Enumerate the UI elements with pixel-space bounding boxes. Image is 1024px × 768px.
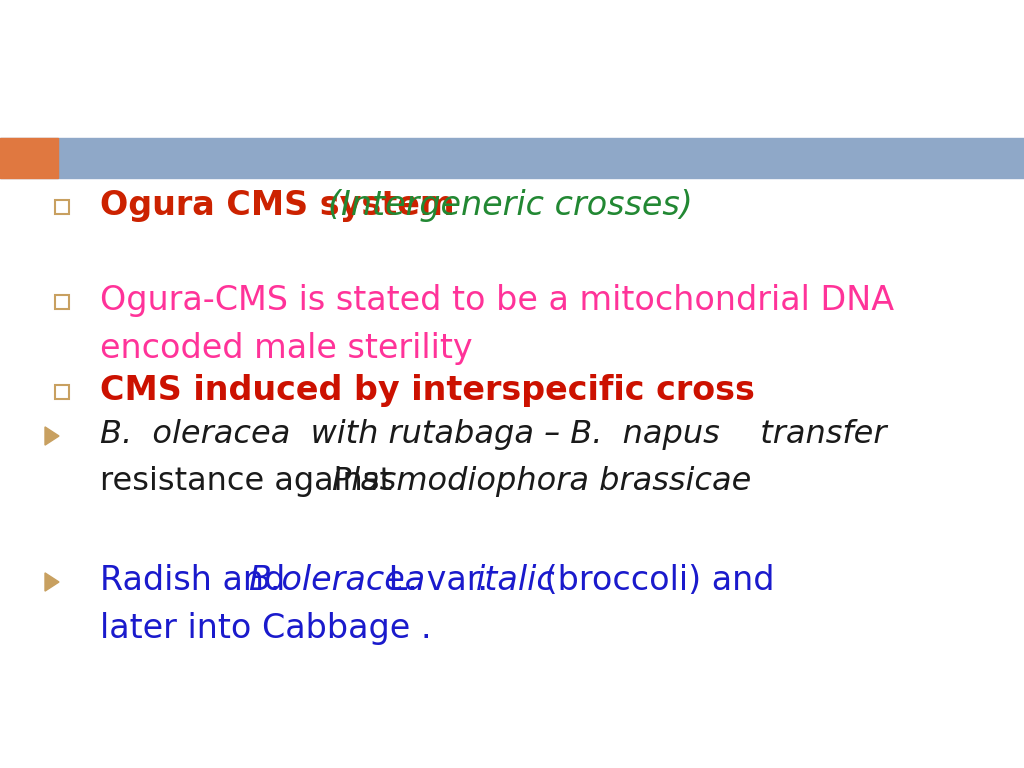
Text: Ogura-CMS is stated to be a mitochondrial DNA: Ogura-CMS is stated to be a mitochondria… <box>100 284 894 317</box>
Bar <box>55 200 69 214</box>
Bar <box>0 138 58 178</box>
Text: L.: L. <box>378 564 418 597</box>
Text: encoded male sterility: encoded male sterility <box>100 332 473 365</box>
Polygon shape <box>45 573 59 591</box>
Text: var.: var. <box>416 564 499 597</box>
Text: italic: italic <box>476 564 556 597</box>
Text: CMS induced by interspecific cross: CMS induced by interspecific cross <box>100 374 755 407</box>
Bar <box>55 385 69 399</box>
Text: Plasmodiophora brassicae: Plasmodiophora brassicae <box>332 466 752 497</box>
Text: B.oleracea: B.oleracea <box>248 564 425 597</box>
Text: (broccoli) and: (broccoli) and <box>534 564 774 597</box>
Polygon shape <box>45 427 59 445</box>
Text: later into Cabbage .: later into Cabbage . <box>100 612 432 645</box>
Bar <box>55 295 69 309</box>
Text: (Intergeneric crosses): (Intergeneric crosses) <box>328 189 693 222</box>
Text: resistance against: resistance against <box>100 466 402 497</box>
Text: Ogura CMS system: Ogura CMS system <box>100 189 466 222</box>
Text: B.  oleracea  with rutabaga – B.  napus    transfer: B. oleracea with rutabaga – B. napus tra… <box>100 419 887 450</box>
Text: Radish and: Radish and <box>100 564 296 597</box>
Bar <box>0 138 1024 178</box>
